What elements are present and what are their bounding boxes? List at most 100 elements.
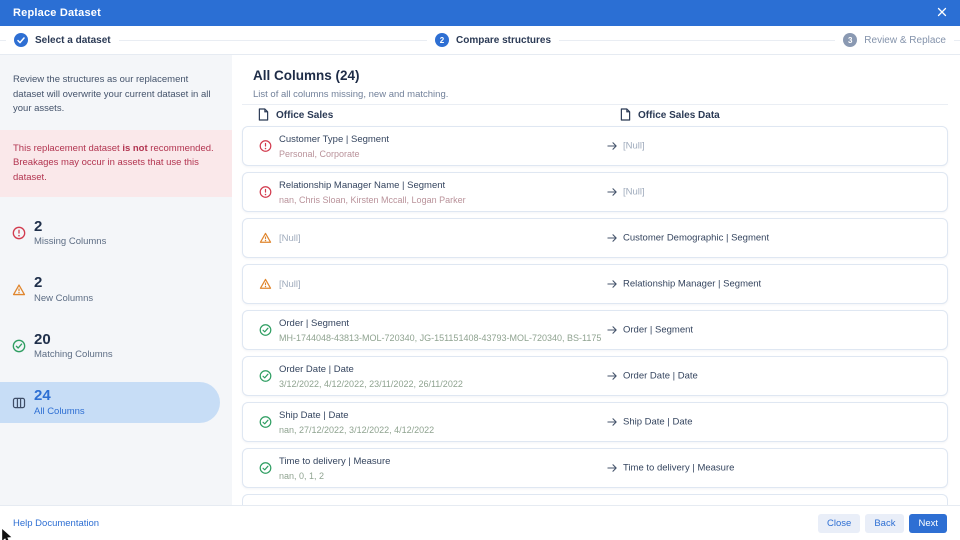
stat-label: Matching Columns — [34, 349, 113, 361]
close-icon — [937, 4, 947, 22]
arrow-right-icon — [607, 279, 618, 289]
stat-value: 24 — [34, 387, 51, 405]
source-column-name: [Null] — [279, 232, 301, 244]
source-column-cell: Order | Segment MH-1744048-43813-MOL-720… — [279, 311, 601, 349]
source-column-cell: Ship Date | Date nan, 27/12/2022, 3/12/2… — [279, 403, 601, 441]
arrow-right-icon — [607, 233, 618, 243]
row-status-icon — [259, 370, 272, 383]
back-button[interactable]: Back — [865, 513, 905, 533]
target-column-name: Customer Demographic | Segment — [623, 232, 770, 244]
source-dataset-header: Office Sales — [258, 107, 334, 124]
file-icon — [258, 107, 269, 124]
source-column-cell: Time to delivery | Measure nan, 0, 1, 2 — [279, 449, 601, 487]
target-dataset-header: Office Sales Data — [620, 107, 720, 124]
arrow-right-icon — [607, 371, 618, 381]
list-item: Time to delivery | Measure nan, 0, 1, 2 … — [242, 448, 948, 488]
source-column-cell: Relationship Manager Name | Segment nan,… — [279, 173, 601, 211]
row-status-icon — [259, 140, 272, 153]
stat-all-columns[interactable]: 24 All Columns — [0, 382, 220, 423]
source-column-cell: [Null] — [279, 265, 601, 303]
page-subtitle: List of all columns missing, new and mat… — [253, 89, 449, 100]
row-status-icon — [259, 324, 272, 337]
list-item: [Null] Customer Demographic | Segment — [242, 218, 948, 258]
source-column-sample-values: nan, 27/12/2022, 3/12/2022, 4/12/2022 — [279, 424, 435, 435]
arrow-right-icon — [607, 417, 618, 427]
row-status-icon — [259, 416, 272, 429]
warning-icon — [259, 232, 272, 243]
footer-buttons: Close Back Next — [818, 513, 947, 533]
source-column-sample-values: MH-1744048-43813-MOL-720340, JG-15115140… — [279, 332, 601, 343]
step-number-badge: 3 — [843, 33, 858, 47]
error-icon — [259, 186, 272, 198]
source-column-name: Customer Type | Segment — [279, 133, 390, 145]
alert-text: This replacement dataset — [13, 143, 123, 155]
step-select-a-dataset[interactable]: Select a dataset — [6, 26, 119, 54]
columns-comparison-panel: All Columns (24) List of all columns mis… — [232, 55, 960, 505]
step-label: Review & Replace — [864, 34, 946, 46]
stat-new-columns[interactable]: 2 New Columns — [0, 269, 232, 310]
not-recommended-alert: This replacement dataset is not recommen… — [0, 130, 232, 197]
target-column-name: Order | Segment — [623, 324, 694, 336]
target-column-name: [Null] — [623, 140, 645, 152]
step-number-badge: 2 — [435, 33, 449, 47]
modal-footer: Help Documentation Close Back Next — [0, 505, 960, 540]
step-review-replace[interactable]: 3 Review & Replace — [835, 26, 954, 54]
source-column-sample-values: nan, Chris Sloan, Kirsten Mccall, Logan … — [279, 194, 466, 205]
columns-list: Customer Type | Segment Personal, Corpor… — [242, 126, 948, 505]
source-column-cell: Order Date | Date 3/12/2022, 4/12/2022, … — [279, 357, 601, 395]
step-label: Compare structures — [456, 34, 552, 46]
arrow-right-icon — [607, 141, 618, 151]
arrow-right-icon — [607, 325, 618, 335]
stat-value: 2 — [34, 217, 43, 235]
step-completed-check-icon — [14, 33, 28, 47]
source-column-name: [Null] — [279, 278, 301, 290]
source-dataset-name: Office Sales — [276, 110, 334, 121]
stat-value: 2 — [34, 274, 43, 292]
wizard-stepper: Select a dataset 2 Compare structures 3 … — [0, 26, 960, 55]
check-circle-icon — [259, 370, 272, 382]
target-column-name: Ship Date | Date — [623, 416, 693, 428]
stat-missing-columns[interactable]: 2 Missing Columns — [0, 213, 232, 254]
next-button[interactable]: Next — [909, 513, 947, 533]
step-compare-structures[interactable]: 2 Compare structures — [427, 26, 560, 54]
stat-value: 20 — [34, 330, 51, 348]
list-item: [Null] Relationship Manager | Segment — [242, 264, 948, 304]
error-icon — [12, 226, 26, 240]
source-column-sample-values: nan, 0, 1, 2 — [279, 470, 325, 481]
close-button-footer[interactable]: Close — [818, 513, 861, 533]
check-circle-icon — [259, 324, 272, 336]
source-column-name: Order | Segment — [279, 317, 350, 329]
list-item: Ship Date | Date nan, 27/12/2022, 3/12/2… — [242, 402, 948, 442]
columns-icon — [12, 396, 26, 410]
list-item: Order Date | Date 3/12/2022, 4/12/2022, … — [242, 356, 948, 396]
arrow-right-icon — [607, 187, 618, 197]
source-column-cell: Customer Type | Segment Personal, Corpor… — [279, 127, 601, 165]
row-status-icon — [259, 278, 272, 291]
step-label: Select a dataset — [35, 34, 111, 46]
close-button[interactable] — [937, 4, 947, 22]
warning-icon — [259, 278, 272, 289]
source-column-sample-values: 3/12/2022, 4/12/2022, 23/11/2022, 26/11/… — [279, 378, 463, 389]
check-circle-icon — [259, 416, 272, 428]
target-column-name: [Null] — [623, 186, 645, 198]
error-icon — [259, 140, 272, 152]
stat-label: Missing Columns — [34, 236, 107, 248]
page-title: All Columns (24) — [253, 68, 360, 83]
source-column-name: Ship Date | Date — [279, 409, 349, 421]
stat-label: New Columns — [34, 292, 94, 304]
target-dataset-name: Office Sales Data — [638, 110, 720, 121]
help-documentation-link[interactable]: Help Documentation — [13, 517, 100, 529]
target-column-name: Relationship Manager | Segment — [623, 278, 762, 290]
file-icon — [620, 107, 631, 124]
modal-title: Replace Dataset — [13, 7, 101, 19]
stat-matching-columns[interactable]: 20 Matching Columns — [0, 326, 232, 367]
source-column-cell: [Null] — [279, 219, 601, 257]
target-column-name: Order Date | Date — [623, 370, 698, 382]
source-column-sample-values: Personal, Corporate — [279, 148, 360, 159]
row-status-icon — [259, 186, 272, 199]
modal-titlebar: Replace Dataset — [0, 0, 960, 26]
list-item: Relationship Manager Name | Segment nan,… — [242, 172, 948, 212]
row-status-icon — [259, 462, 272, 475]
check-circle-icon — [12, 339, 26, 353]
